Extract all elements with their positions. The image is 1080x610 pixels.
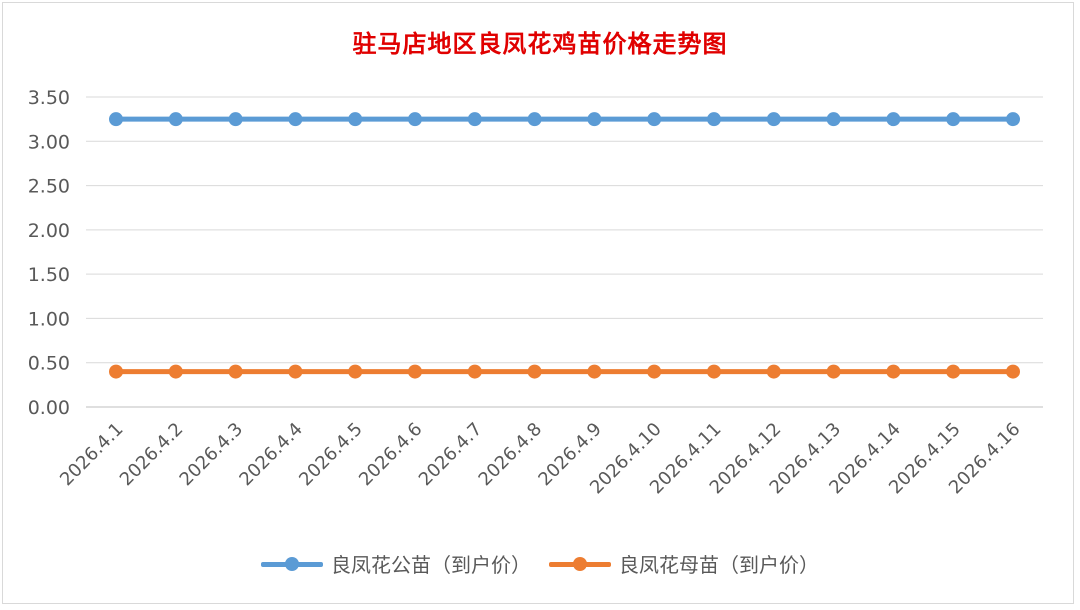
legend-swatch-male-icon xyxy=(261,556,323,572)
series-0-point xyxy=(766,112,781,127)
y-tick-label: 1.50 xyxy=(28,264,70,286)
series-1-point xyxy=(527,364,542,379)
series-1-point xyxy=(946,364,961,379)
x-tick-label: 2026.4.7 xyxy=(415,419,487,491)
series-0-point xyxy=(408,112,422,127)
y-tick-label: 2.50 xyxy=(28,176,70,198)
series-1-point xyxy=(826,364,841,379)
series-1-point xyxy=(886,364,901,379)
x-tick-label: 2026.4.8 xyxy=(475,419,547,491)
y-axis-ticks: 0.00 0.50 1.00 1.50 2.00 2.50 3.00 3.50 xyxy=(28,87,70,419)
series-0-point xyxy=(1006,112,1020,127)
gridlines xyxy=(86,96,1043,408)
chart-frame xyxy=(2,2,1074,604)
y-tick-label: 0.00 xyxy=(28,397,70,419)
series-1-point xyxy=(228,364,243,379)
series-0-point xyxy=(467,112,482,127)
x-tick-label: 2026.4.1 xyxy=(56,419,128,491)
series-0-point xyxy=(826,112,841,127)
y-tick-label: 2.00 xyxy=(28,220,70,242)
series-0-point xyxy=(587,112,602,127)
x-tick-label: 2026.4.4 xyxy=(235,419,307,491)
series-0-point xyxy=(109,112,123,127)
legend-label-female: 良凤花母苗（到户价） xyxy=(619,553,819,577)
series-0-point xyxy=(886,112,901,127)
series-1-point xyxy=(408,364,422,379)
series-1-point xyxy=(766,364,781,379)
y-tick-label: 0.50 xyxy=(28,353,70,375)
x-tick-label: 2026.4.6 xyxy=(355,419,427,491)
chart-title: 驻马店地区良凤花鸡苗价格走势图 xyxy=(352,29,728,58)
x-tick-label: 2026.4.2 xyxy=(116,419,188,491)
series-1-point xyxy=(348,364,363,379)
legend-item-female: 良凤花母苗（到户价） xyxy=(549,549,819,578)
series-1-point xyxy=(288,364,303,379)
series-lines xyxy=(109,112,1020,379)
series-0-point xyxy=(288,112,303,127)
series-1-point xyxy=(168,364,183,379)
series-1-point xyxy=(109,364,123,379)
series-1-point xyxy=(587,364,602,379)
x-tick-label: 2026.4.3 xyxy=(176,419,248,491)
y-tick-label: 3.50 xyxy=(28,87,70,109)
y-tick-label: 3.00 xyxy=(28,131,70,153)
series-0-point xyxy=(707,112,721,127)
legend-swatch-female-icon xyxy=(549,556,611,572)
series-0-point xyxy=(527,112,542,127)
series-1-point xyxy=(647,364,662,379)
legend: 良凤花公苗（到户价） 良凤花母苗（到户价） xyxy=(0,549,1080,578)
series-0-point xyxy=(647,112,662,127)
x-tick-label: 2026.4.5 xyxy=(295,419,367,491)
series-0-point xyxy=(168,112,183,127)
series-1-point xyxy=(707,364,721,379)
series-1-point xyxy=(1006,364,1020,379)
legend-item-male: 良凤花公苗（到户价） xyxy=(261,549,531,578)
legend-label-male: 良凤花公苗（到户价） xyxy=(331,553,531,577)
y-tick-label: 1.00 xyxy=(28,308,70,330)
series-0-point xyxy=(348,112,363,127)
series-1-point xyxy=(467,364,482,379)
series-0-point xyxy=(946,112,961,127)
series-0-point xyxy=(228,112,243,127)
x-axis-ticks: 2026.4.12026.4.22026.4.32026.4.42026.4.5… xyxy=(56,419,1025,499)
